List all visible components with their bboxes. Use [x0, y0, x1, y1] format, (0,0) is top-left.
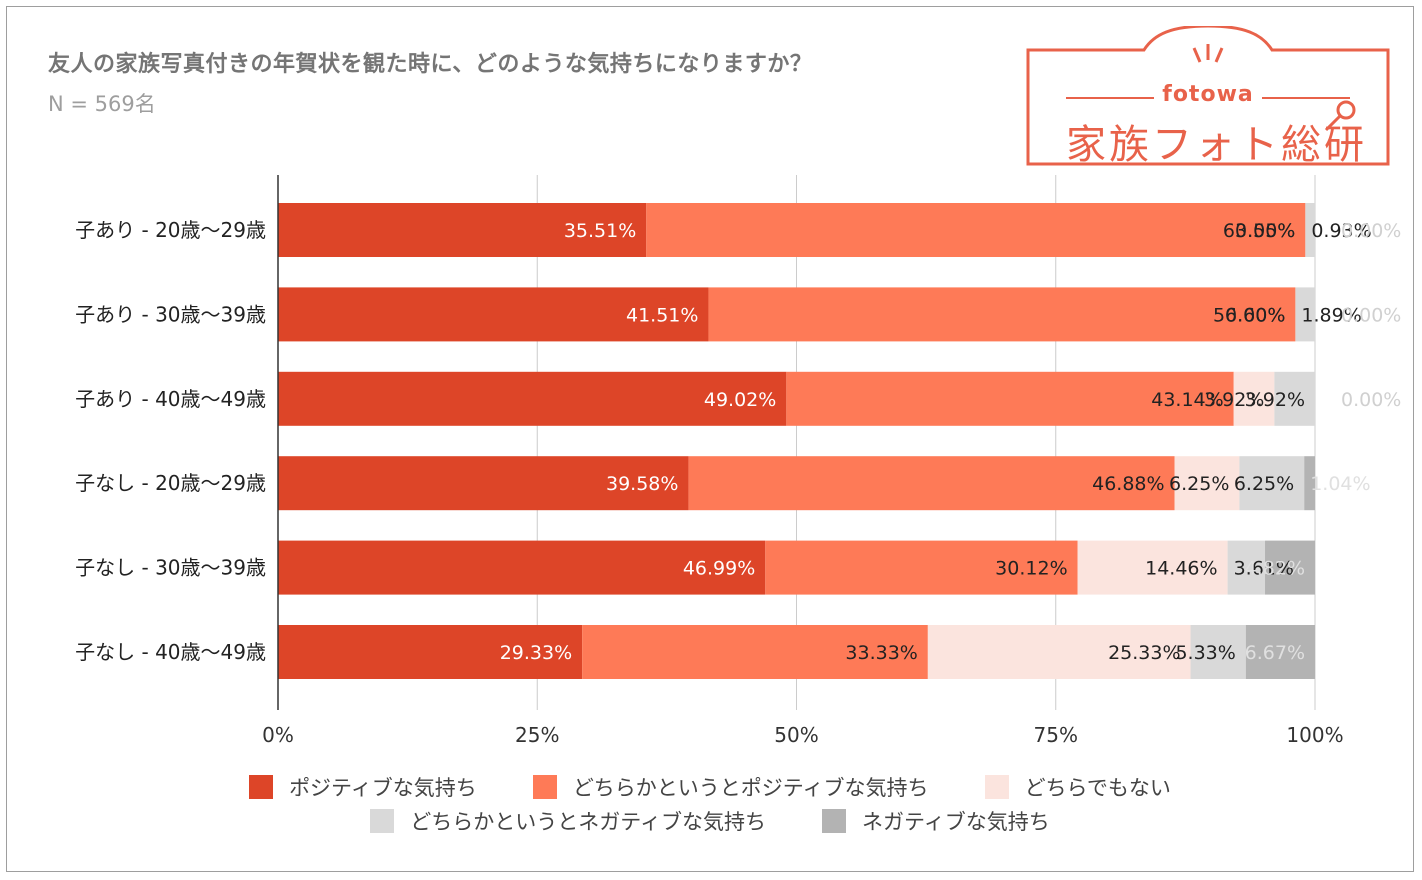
data-label: 0.00%: [1341, 389, 1401, 411]
bar-segment: [1077, 540, 1228, 595]
legend-item-somewhat-positive: どちらかというとポジティブな気持ち: [532, 772, 929, 802]
legend-swatch: [370, 809, 395, 833]
category-label: 子あり - 40歳〜49歳: [75, 387, 266, 411]
bar-segment: [1239, 456, 1305, 511]
data-label: 5.33%: [1175, 642, 1235, 664]
legend: ポジティブな気持ち どちらかというとポジティブな気持ち どちらでもない どちらか…: [180, 770, 1240, 838]
category-label: 子あり - 20歳〜29歳: [75, 218, 266, 242]
data-label: 41.51%: [626, 304, 698, 326]
x-tick-label: 0%: [262, 723, 294, 747]
bar-segment: [278, 371, 787, 426]
bar-segment: [1305, 203, 1315, 257]
category-label: 子なし - 40歳〜49歳: [75, 640, 266, 664]
data-label: 1.04%: [1310, 473, 1370, 495]
bar-segment: [1233, 371, 1275, 426]
data-label: 0.00%: [1341, 304, 1401, 326]
data-label: 56.60%: [1213, 304, 1285, 326]
bar-segment: [1245, 625, 1315, 679]
data-label: 3.61%: [1234, 558, 1294, 580]
legend-swatch: [822, 809, 846, 833]
bar-segment: [278, 625, 583, 679]
bar-segment: [688, 456, 1175, 511]
x-tick-label: 100%: [1286, 723, 1343, 747]
data-label: 0.00%: [1235, 220, 1295, 242]
bar-segment: [1174, 456, 1240, 511]
data-label: 1.89%: [1301, 304, 1361, 326]
fotowa-logo: fotowa 家族フォト総研: [1026, 26, 1390, 168]
bar-segment: [786, 371, 1234, 426]
legend-item-positive: ポジティブな気持ち: [249, 772, 477, 802]
bar-segment: [765, 540, 1078, 595]
x-tick-label: 25%: [515, 723, 559, 747]
logo-house-icon: [1026, 26, 1390, 166]
bar-segment: [708, 287, 1296, 342]
data-label: 25.33%: [1108, 642, 1180, 664]
legend-item-somewhat-negative: どちらかというとネガティブな気持ち: [370, 806, 766, 836]
data-label: 39.58%: [606, 473, 678, 495]
data-label: 35.51%: [564, 220, 636, 242]
data-label: 6.67%: [1245, 642, 1305, 664]
legend-label: どちらかというとネガティブな気持ち: [410, 810, 766, 834]
data-label: 0.93%: [1311, 220, 1371, 242]
data-label: 43.14%: [1151, 389, 1223, 411]
bar-segment: [1227, 540, 1266, 595]
legend-item-neutral: どちらでもない: [984, 772, 1171, 802]
bar-segment: [1274, 371, 1315, 426]
legend-item-negative: ネガティブな気持ち: [822, 806, 1050, 836]
category-label: 子なし - 20歳〜29歳: [75, 471, 266, 495]
data-label: 3.92%: [1204, 389, 1264, 411]
data-label: 29.33%: [500, 642, 572, 664]
data-label: 6.25%: [1169, 473, 1229, 495]
bar-segment: [1190, 625, 1246, 679]
logo-brand-text: fotowa: [1162, 82, 1254, 107]
legend-swatch: [249, 775, 274, 799]
data-label: 0.00%: [1341, 220, 1401, 242]
bar-segment: [1295, 287, 1315, 342]
data-label: 33.33%: [845, 642, 917, 664]
bar-segment: [1304, 456, 1315, 511]
bar-segment: [1265, 540, 1315, 595]
legend-label: ネガティブな気持ち: [862, 810, 1050, 834]
x-tick-label: 50%: [774, 723, 818, 747]
category-label: 子あり - 30歳〜39歳: [75, 302, 266, 326]
category-label: 子なし - 30歳〜39歳: [75, 556, 266, 580]
data-label: 0.00%: [1225, 304, 1285, 326]
data-label: 30.12%: [995, 558, 1067, 580]
bar-segment: [278, 456, 689, 511]
data-label: 4.82%: [1245, 558, 1305, 580]
bar-segment: [278, 540, 766, 595]
data-label: 63.55%: [1223, 220, 1295, 242]
data-label: 46.88%: [1092, 473, 1164, 495]
legend-label: どちらでもない: [1024, 776, 1171, 800]
chart-subtitle: N = 569名: [48, 92, 156, 116]
legend-label: ポジティブな気持ち: [289, 776, 477, 800]
data-label: 6.25%: [1234, 473, 1294, 495]
legend-label: どちらかというとポジティブな気持ち: [572, 776, 929, 800]
data-label: 14.46%: [1145, 558, 1217, 580]
logo-name-text: 家族フォト総研: [1066, 122, 1367, 168]
bar-segment: [582, 625, 928, 679]
bar-segment: [278, 287, 709, 342]
x-tick-label: 75%: [1034, 723, 1078, 747]
legend-swatch: [984, 775, 1009, 799]
data-label: 46.99%: [683, 558, 755, 580]
chart-title: 友人の家族写真付きの年賀状を観た時に、どのような気持ちになりますか？: [48, 52, 813, 77]
data-label: 49.02%: [704, 389, 776, 411]
bar-segment: [927, 625, 1191, 679]
data-label: 3.92%: [1245, 389, 1305, 411]
bar-segment: [278, 203, 647, 257]
legend-swatch: [532, 775, 557, 799]
bar-segment: [646, 203, 1306, 257]
